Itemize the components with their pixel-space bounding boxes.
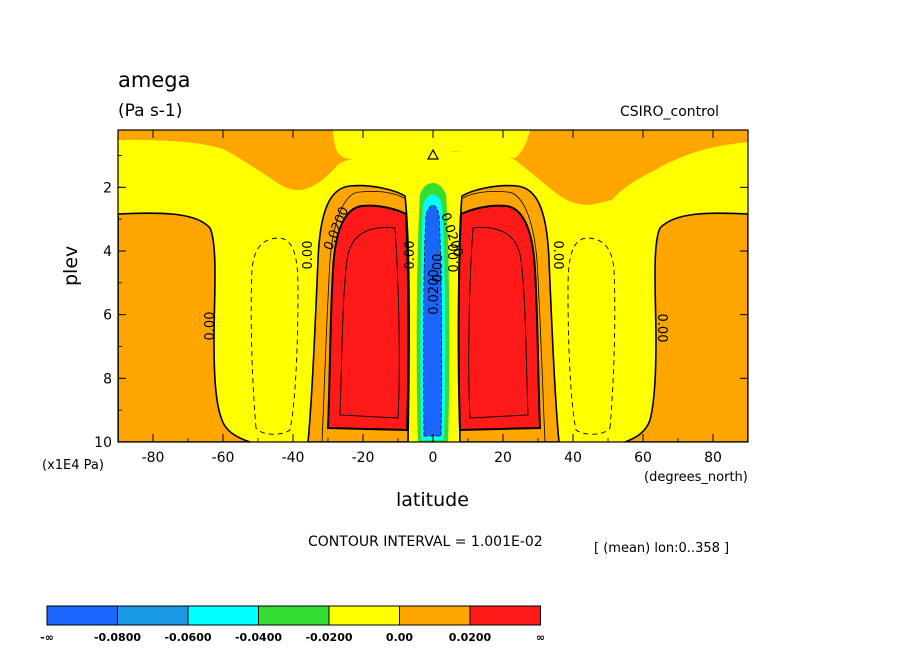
x-axis-label: latitude xyxy=(396,489,469,511)
x-axis-unit: (degrees_north) xyxy=(644,470,748,485)
contour-label: 0.00 xyxy=(550,241,565,270)
contour-label: 0.00 xyxy=(447,244,462,273)
contour-label: 0.00 xyxy=(301,241,316,270)
field-orange-north-polar xyxy=(624,212,748,442)
field-blue-equator xyxy=(423,204,442,437)
field-red-north xyxy=(457,204,542,432)
colorbar-label: -0.0600 xyxy=(164,631,211,644)
colorbar-label: -0.0400 xyxy=(235,631,282,644)
y-tick-label: 6 xyxy=(103,308,112,324)
contour-interval-note: CONTOUR INTERVAL = 1.001E-02 xyxy=(308,534,543,550)
chart-title: amega xyxy=(118,68,191,92)
field-orange-south-polar xyxy=(118,212,251,442)
contour-label: 0.00 xyxy=(203,312,218,341)
axes: -80 -60 -40 -20 0 20 40 60 80 2 4 6 8 10 xyxy=(94,130,749,466)
contour-red-north-inner xyxy=(468,227,529,419)
x-tick-label: -60 xyxy=(212,450,235,466)
colorbar-swatch xyxy=(328,605,400,626)
y-tick-label: 2 xyxy=(103,180,112,196)
colorbar-swatch xyxy=(117,605,189,626)
contour-red-south-inner xyxy=(339,227,400,419)
y-tick-label: 8 xyxy=(103,371,112,387)
x-tick-label: -40 xyxy=(282,450,305,466)
contour-dashed-north xyxy=(567,237,616,435)
x-tick-label: 20 xyxy=(494,450,512,466)
contour-label: 0.00 xyxy=(403,241,418,270)
colorbar-swatch xyxy=(399,605,471,626)
contour-label: 0.0200 xyxy=(427,269,442,315)
dataset-label: CSIRO_control xyxy=(620,104,720,120)
x-tick-label: 0 xyxy=(429,450,438,466)
colorbar-label: -∞ xyxy=(40,631,54,644)
x-tick-label: 60 xyxy=(634,450,652,466)
colorbar-swatch xyxy=(187,605,259,626)
contour-label: 0.00 xyxy=(431,254,446,283)
x-tick-label: 40 xyxy=(564,450,582,466)
colorbar-label: 0.0200 xyxy=(449,631,492,644)
contour-label: 0.00 xyxy=(654,314,669,343)
y-tick-label: 4 xyxy=(103,244,112,260)
colorbar: -∞ -0.0800 -0.0600 -0.0400 -0.0200 0.00 0.0200… xyxy=(40,605,545,644)
colorbar-label: -0.0200 xyxy=(305,631,352,644)
chart-units: (Pa s-1) xyxy=(118,101,183,121)
marker-triangle xyxy=(426,148,440,160)
x-tick-label: 80 xyxy=(704,450,722,466)
colorbar-swatch xyxy=(258,605,330,626)
contour-thin-south xyxy=(321,190,405,442)
x-tick-label: -80 xyxy=(142,450,165,466)
colorbar-label: ∞ xyxy=(536,631,545,644)
field-orange-top xyxy=(118,130,748,205)
contour-thin-north xyxy=(462,190,546,442)
y-tick-label: 10 xyxy=(94,435,112,451)
colorbar-swatch xyxy=(46,605,118,626)
colorbar-label: 0.00 xyxy=(386,631,413,644)
contour-dashed-south xyxy=(250,237,299,435)
colorbar-label: -0.0800 xyxy=(94,631,141,644)
field-red-south xyxy=(326,204,410,432)
y-axis-unit: (x1E4 Pa) xyxy=(42,458,104,473)
x-tick-label: -20 xyxy=(352,450,375,466)
mean-note: [ (mean) lon:0..358 ] xyxy=(594,541,730,556)
colorbar-swatch xyxy=(469,605,541,626)
field-yellow-notch xyxy=(333,130,530,161)
